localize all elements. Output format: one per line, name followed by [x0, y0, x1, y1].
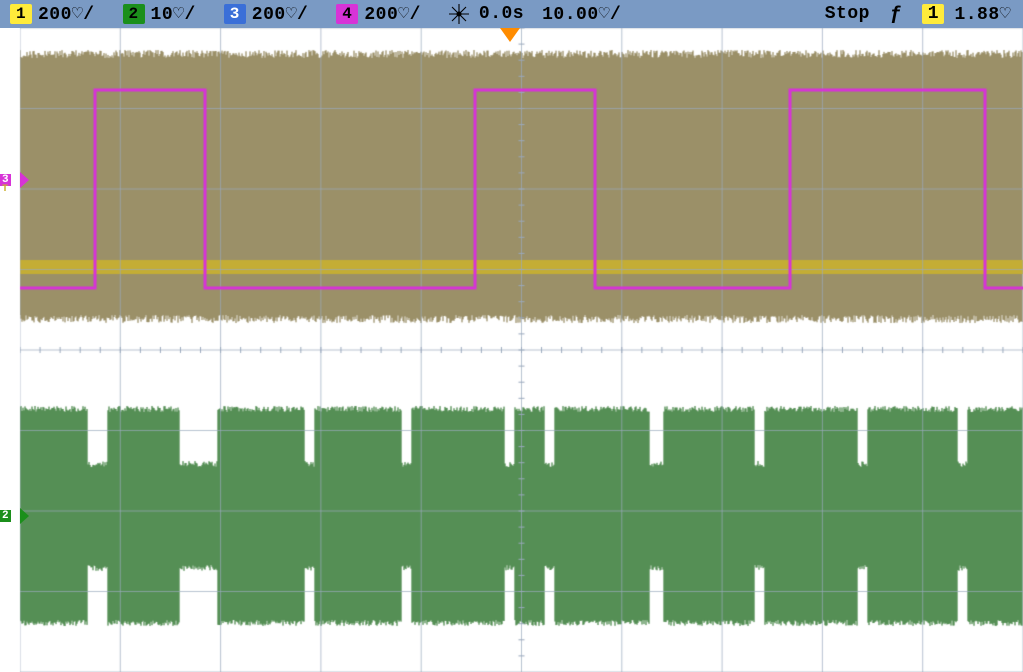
- trigger-edge-icon: ƒ: [890, 3, 903, 26]
- ch4-badge[interactable]: 4: [336, 4, 358, 24]
- trigger-level: 1.88♡: [954, 3, 1011, 25]
- ch3-scale: 200♡/: [252, 3, 309, 25]
- ch4-scale: 200♡/: [364, 3, 421, 25]
- delay-value: 0.0s: [479, 4, 524, 24]
- ch2-scale: 10♡/: [151, 3, 196, 25]
- delay-reference-icon: [449, 4, 469, 24]
- ch3-ground-marker[interactable]: 3 T: [0, 170, 20, 190]
- trigger-position-marker[interactable]: [500, 28, 520, 42]
- waveform-canvas: [0, 28, 1023, 672]
- ch2-ground-marker[interactable]: 2: [0, 506, 20, 526]
- waveform-area[interactable]: 3 T 2: [0, 28, 1023, 672]
- ch3-badge[interactable]: 3: [224, 4, 246, 24]
- run-status: Stop: [825, 4, 870, 24]
- timebase-scale: 10.00♡/: [542, 3, 621, 25]
- top-status-bar: 1 200♡/ 2 10♡/ 3 200♡/ 4 200♡/ 0.0s 10.0…: [0, 0, 1023, 28]
- oscilloscope-screen: 1 200♡/ 2 10♡/ 3 200♡/ 4 200♡/ 0.0s 10.0…: [0, 0, 1023, 672]
- ch1-badge[interactable]: 1: [10, 4, 32, 24]
- ch1-scale: 200♡/: [38, 3, 95, 25]
- ch2-badge[interactable]: 2: [123, 4, 145, 24]
- trigger-source-badge[interactable]: 1: [922, 4, 944, 24]
